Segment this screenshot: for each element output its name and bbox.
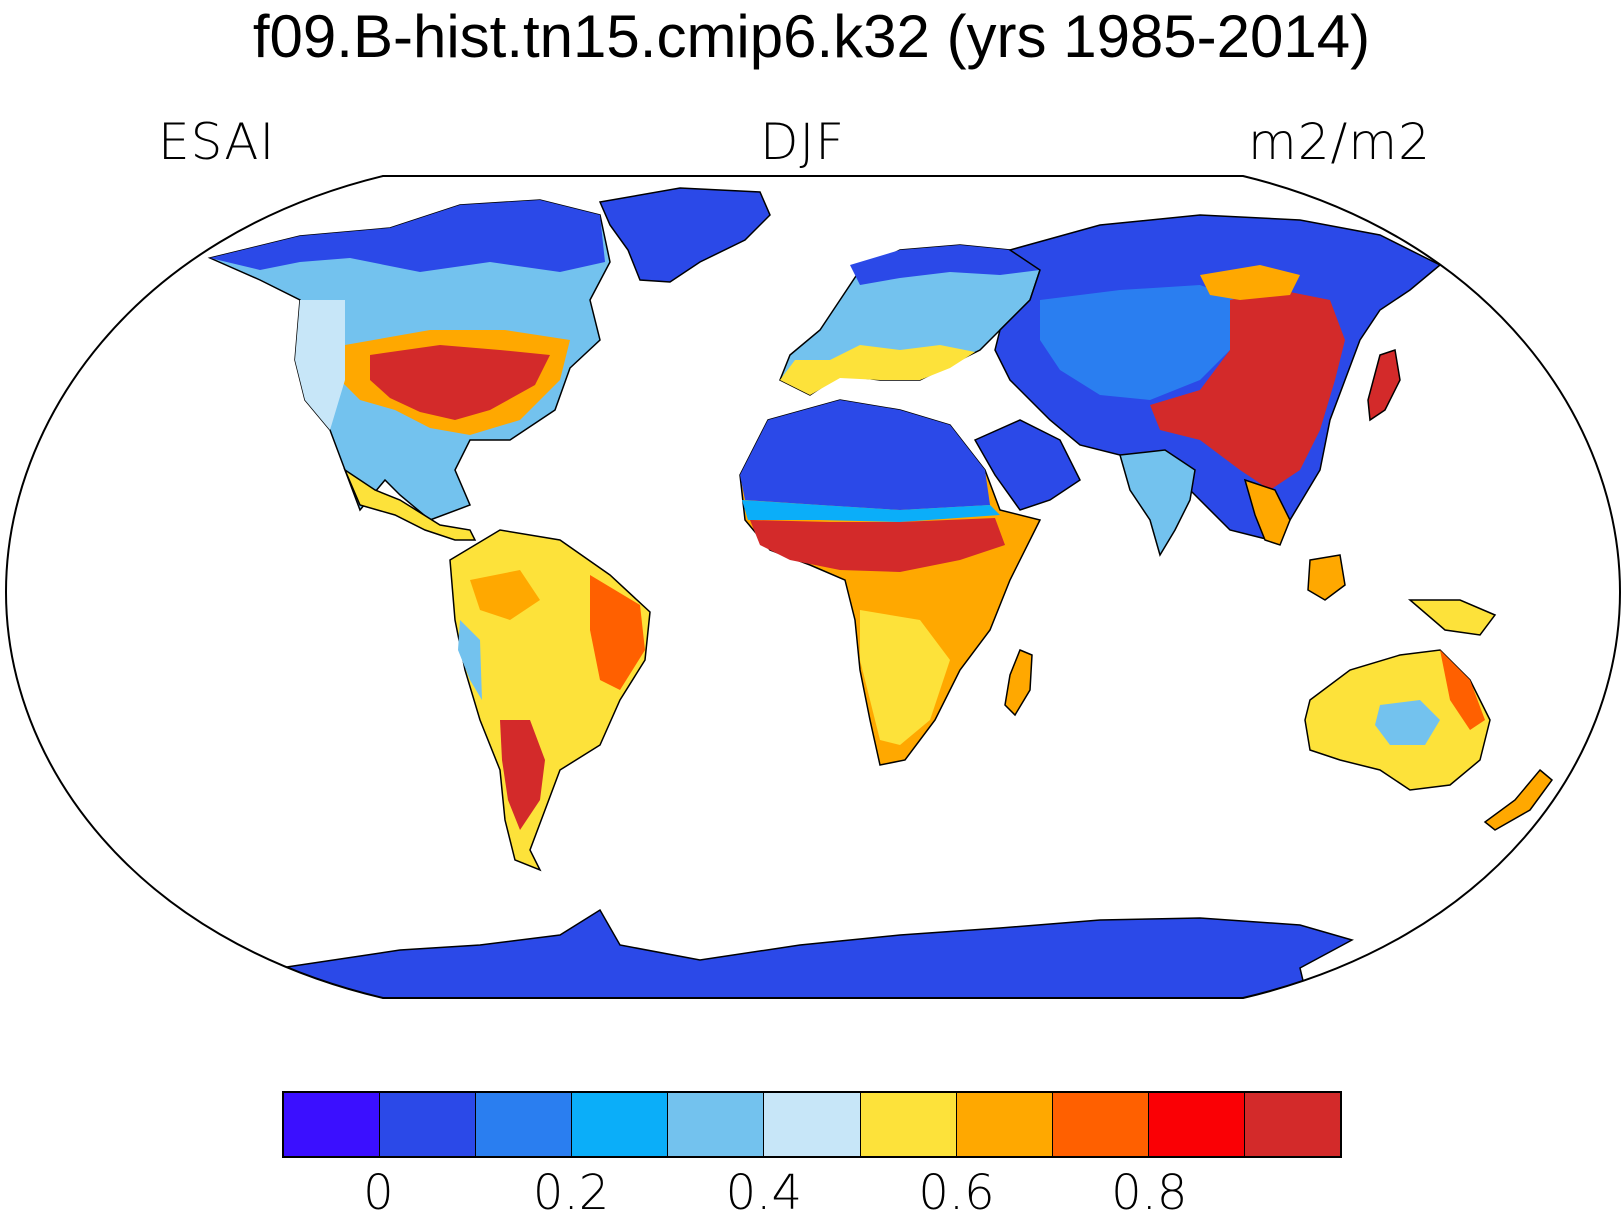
colorbar-box	[1052, 1093, 1149, 1156]
madagascar	[1004, 649, 1033, 717]
colorbar-tick-label: 0.4	[725, 1165, 802, 1221]
units-label: m2/m2	[1248, 113, 1431, 171]
north-america-east-core-hot	[370, 345, 550, 420]
colorbar-box	[956, 1093, 1053, 1156]
colorbar-box	[380, 1093, 477, 1156]
south-america-south	[500, 720, 545, 830]
africa-sahel-hot	[750, 518, 1005, 572]
season-label: DJF	[760, 113, 846, 171]
north-america-north-band	[210, 200, 605, 272]
colorbar-tick-label: 0	[363, 1165, 394, 1221]
europe-south-yellow	[780, 345, 975, 395]
asia-central-lightblue	[1040, 285, 1240, 400]
australia-center	[1375, 700, 1440, 745]
colorbar	[282, 1091, 1342, 1158]
variable-label: ESAI	[158, 113, 276, 171]
colorbar-box	[668, 1093, 765, 1156]
australia-east-hot	[1440, 650, 1485, 730]
south-america-northeast-hot	[590, 575, 645, 690]
colorbar-box	[284, 1093, 381, 1156]
new-guinea	[1407, 599, 1497, 636]
europe-north-band	[850, 245, 1040, 285]
land-layer	[207, 187, 1554, 998]
africa-sahel-band	[742, 500, 1000, 522]
south-america-west	[458, 620, 482, 700]
colorbar-tick-label: 0.6	[918, 1165, 995, 1221]
colorbar-box	[764, 1093, 861, 1156]
colorbar-box	[476, 1093, 573, 1156]
asia-east-orange	[1200, 265, 1300, 300]
central-america	[343, 467, 477, 541]
colorbar-tick-label: 0.8	[1111, 1165, 1188, 1221]
africa-sahara	[740, 400, 990, 510]
africa-south-yellow	[860, 610, 950, 745]
colorbar-tick-label: 0.2	[532, 1165, 610, 1221]
colorbar-box	[572, 1093, 669, 1156]
greenland	[598, 187, 771, 283]
antarctica	[279, 908, 1354, 998]
india	[1119, 449, 1196, 557]
new-zealand	[1483, 768, 1554, 831]
southeast-asia	[1243, 478, 1291, 546]
north-america-west	[295, 300, 345, 430]
colorbar-box	[860, 1093, 957, 1156]
globe-outline	[4, 175, 1622, 999]
arabian-peninsula	[973, 419, 1081, 511]
south-america-central-orange	[470, 570, 540, 620]
borneo	[1307, 554, 1346, 601]
colorbar-box	[1244, 1093, 1341, 1156]
japan	[1367, 349, 1401, 422]
colorbar-box	[1148, 1093, 1245, 1156]
map-title: f09.B-hist.tn15.cmip6.k32 (yrs 1985-2014…	[252, 3, 1371, 70]
asia-east-hot	[1150, 290, 1345, 490]
